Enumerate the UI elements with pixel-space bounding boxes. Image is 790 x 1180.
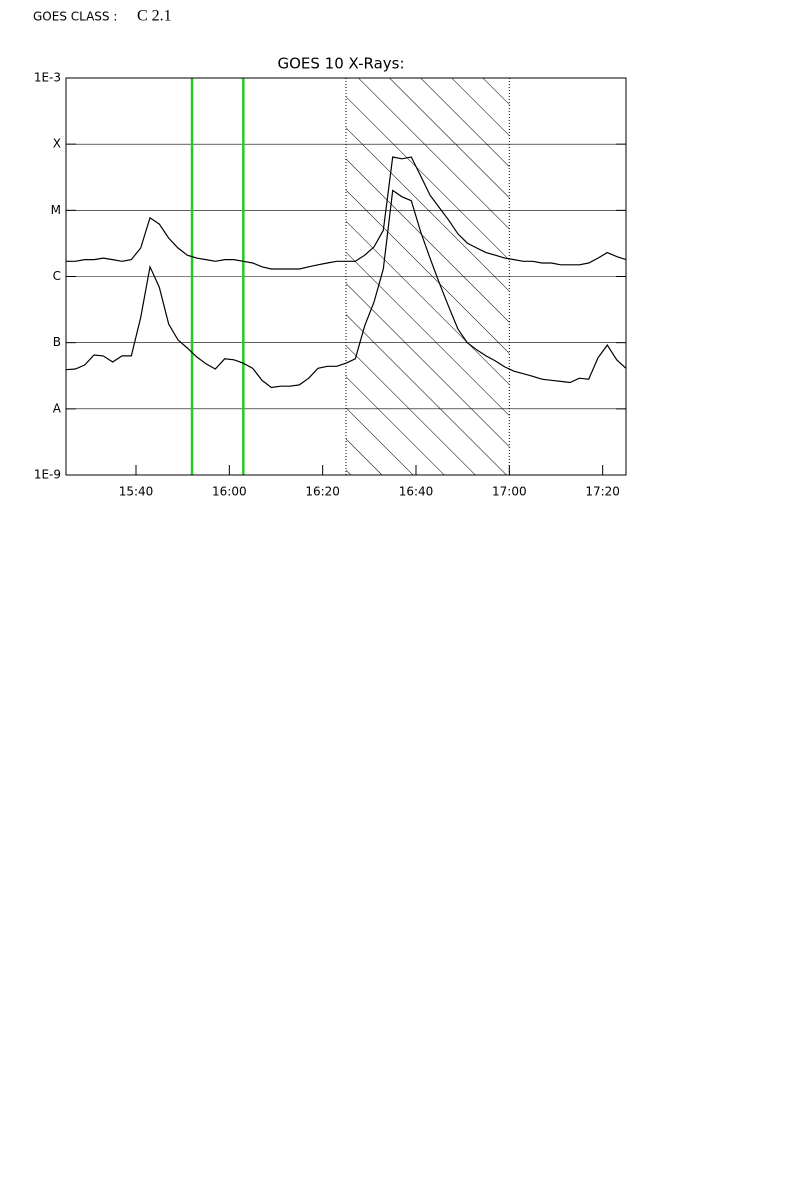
series-line	[66, 156, 626, 270]
class-value: C 2.1	[137, 8, 172, 25]
y-tick-label: C	[53, 269, 61, 283]
x-tick-label: 16:00	[212, 485, 247, 499]
y-tick-label: 1E-3	[34, 71, 61, 85]
x-tick-label: 16:40	[399, 485, 434, 499]
chart-title: GOES 10 X-Rays:	[277, 55, 404, 73]
x-tick-label: 17:20	[585, 485, 620, 499]
plot-frame	[65, 77, 627, 476]
y-tick-label: M	[51, 203, 61, 217]
y-tick-label: 1E-9	[34, 468, 61, 482]
series-line	[66, 189, 626, 389]
y-tick-label: X	[53, 137, 61, 151]
x-tick-label: 16:20	[305, 485, 340, 499]
x-tick-label: 17:00	[492, 485, 527, 499]
plot-area	[65, 77, 627, 476]
y-tick-label: B	[53, 335, 61, 349]
x-tick-label: 15:40	[119, 485, 154, 499]
y-tick-label: A	[53, 401, 62, 415]
class-label: GOES CLASS :	[33, 10, 117, 24]
